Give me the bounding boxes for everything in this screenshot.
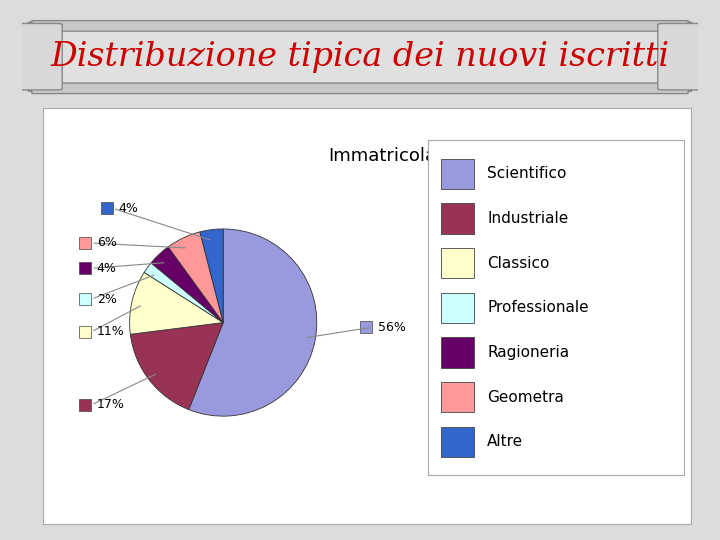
Text: 4%: 4% (118, 202, 138, 215)
Bar (441, 159, 474, 189)
Text: 56%: 56% (377, 321, 405, 334)
Bar (441, 382, 474, 412)
Text: Altre: Altre (487, 434, 523, 449)
Text: Industriale: Industriale (487, 211, 568, 226)
Bar (441, 204, 474, 234)
Text: Ragioneria: Ragioneria (487, 345, 570, 360)
Text: Distribuzione tipica dei nuovi iscritti: Distribuzione tipica dei nuovi iscritti (50, 40, 670, 73)
Bar (79, 237, 91, 249)
Wedge shape (168, 232, 223, 322)
Text: Immatricolati: Immatricolati (328, 147, 449, 165)
Wedge shape (200, 229, 223, 322)
Text: Professionale: Professionale (487, 300, 589, 315)
Bar (79, 326, 91, 338)
Wedge shape (130, 272, 223, 334)
Text: Classico: Classico (487, 255, 549, 271)
Bar (441, 248, 474, 278)
Text: Scientifico: Scientifico (487, 166, 567, 181)
Text: 11%: 11% (96, 326, 125, 339)
FancyBboxPatch shape (18, 23, 62, 90)
Bar (101, 202, 113, 214)
Text: Geometra: Geometra (487, 389, 564, 404)
Text: 17%: 17% (96, 399, 125, 411)
Bar (441, 427, 474, 457)
Wedge shape (151, 247, 223, 322)
FancyBboxPatch shape (32, 21, 688, 31)
Text: 4%: 4% (96, 262, 117, 275)
Wedge shape (189, 229, 317, 416)
FancyBboxPatch shape (32, 83, 688, 93)
FancyBboxPatch shape (658, 23, 702, 90)
Bar (360, 321, 372, 333)
Bar (79, 399, 91, 411)
Bar (79, 293, 91, 305)
Bar (441, 338, 474, 368)
Bar (79, 262, 91, 274)
Text: 6%: 6% (96, 237, 117, 249)
FancyBboxPatch shape (28, 22, 692, 91)
Wedge shape (144, 263, 223, 322)
Wedge shape (130, 322, 223, 409)
Text: 2%: 2% (96, 293, 117, 306)
Bar (441, 293, 474, 323)
